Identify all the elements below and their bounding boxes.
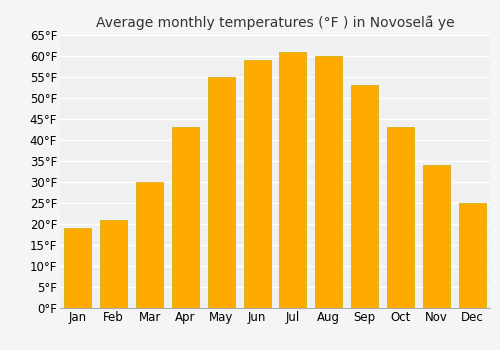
Bar xyxy=(136,182,163,308)
Title: Average monthly temperatures (°F ) in Novoselấ ye: Average monthly temperatures (°F ) in No… xyxy=(96,15,454,30)
Bar xyxy=(172,127,199,308)
Bar xyxy=(244,60,270,308)
Bar xyxy=(351,85,378,308)
Bar xyxy=(208,77,234,308)
Bar xyxy=(387,127,414,308)
Bar xyxy=(64,228,92,308)
Bar xyxy=(458,203,485,308)
Bar xyxy=(100,220,127,308)
Bar xyxy=(316,56,342,308)
Bar xyxy=(280,52,306,308)
Bar xyxy=(423,165,450,308)
